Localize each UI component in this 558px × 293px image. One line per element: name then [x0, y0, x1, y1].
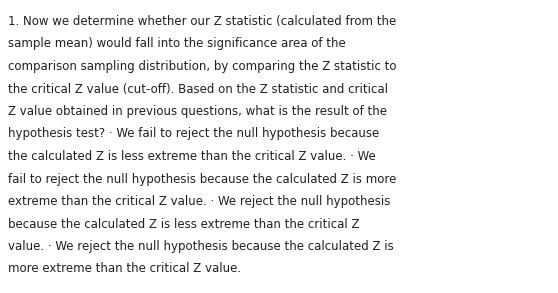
- Text: hypothesis test? · We fail to reject the null hypothesis because: hypothesis test? · We fail to reject the…: [8, 127, 379, 141]
- Text: comparison sampling distribution, by comparing the Z statistic to: comparison sampling distribution, by com…: [8, 60, 397, 73]
- Text: sample mean) would fall into the significance area of the: sample mean) would fall into the signifi…: [8, 38, 346, 50]
- Text: the critical Z value (cut-off). Based on the Z statistic and critical: the critical Z value (cut-off). Based on…: [8, 83, 388, 96]
- Text: 1. Now we determine whether our Z statistic (calculated from the: 1. Now we determine whether our Z statis…: [8, 15, 396, 28]
- Text: fail to reject the null hypothesis because the calculated Z is more: fail to reject the null hypothesis becau…: [8, 173, 396, 185]
- Text: because the calculated Z is less extreme than the critical Z: because the calculated Z is less extreme…: [8, 217, 359, 231]
- Text: value. · We reject the null hypothesis because the calculated Z is: value. · We reject the null hypothesis b…: [8, 240, 394, 253]
- Text: the calculated Z is less extreme than the critical Z value. · We: the calculated Z is less extreme than th…: [8, 150, 376, 163]
- Text: Z value obtained in previous questions, what is the result of the: Z value obtained in previous questions, …: [8, 105, 387, 118]
- Text: extreme than the critical Z value. · We reject the null hypothesis: extreme than the critical Z value. · We …: [8, 195, 391, 208]
- Text: more extreme than the critical Z value.: more extreme than the critical Z value.: [8, 263, 241, 275]
